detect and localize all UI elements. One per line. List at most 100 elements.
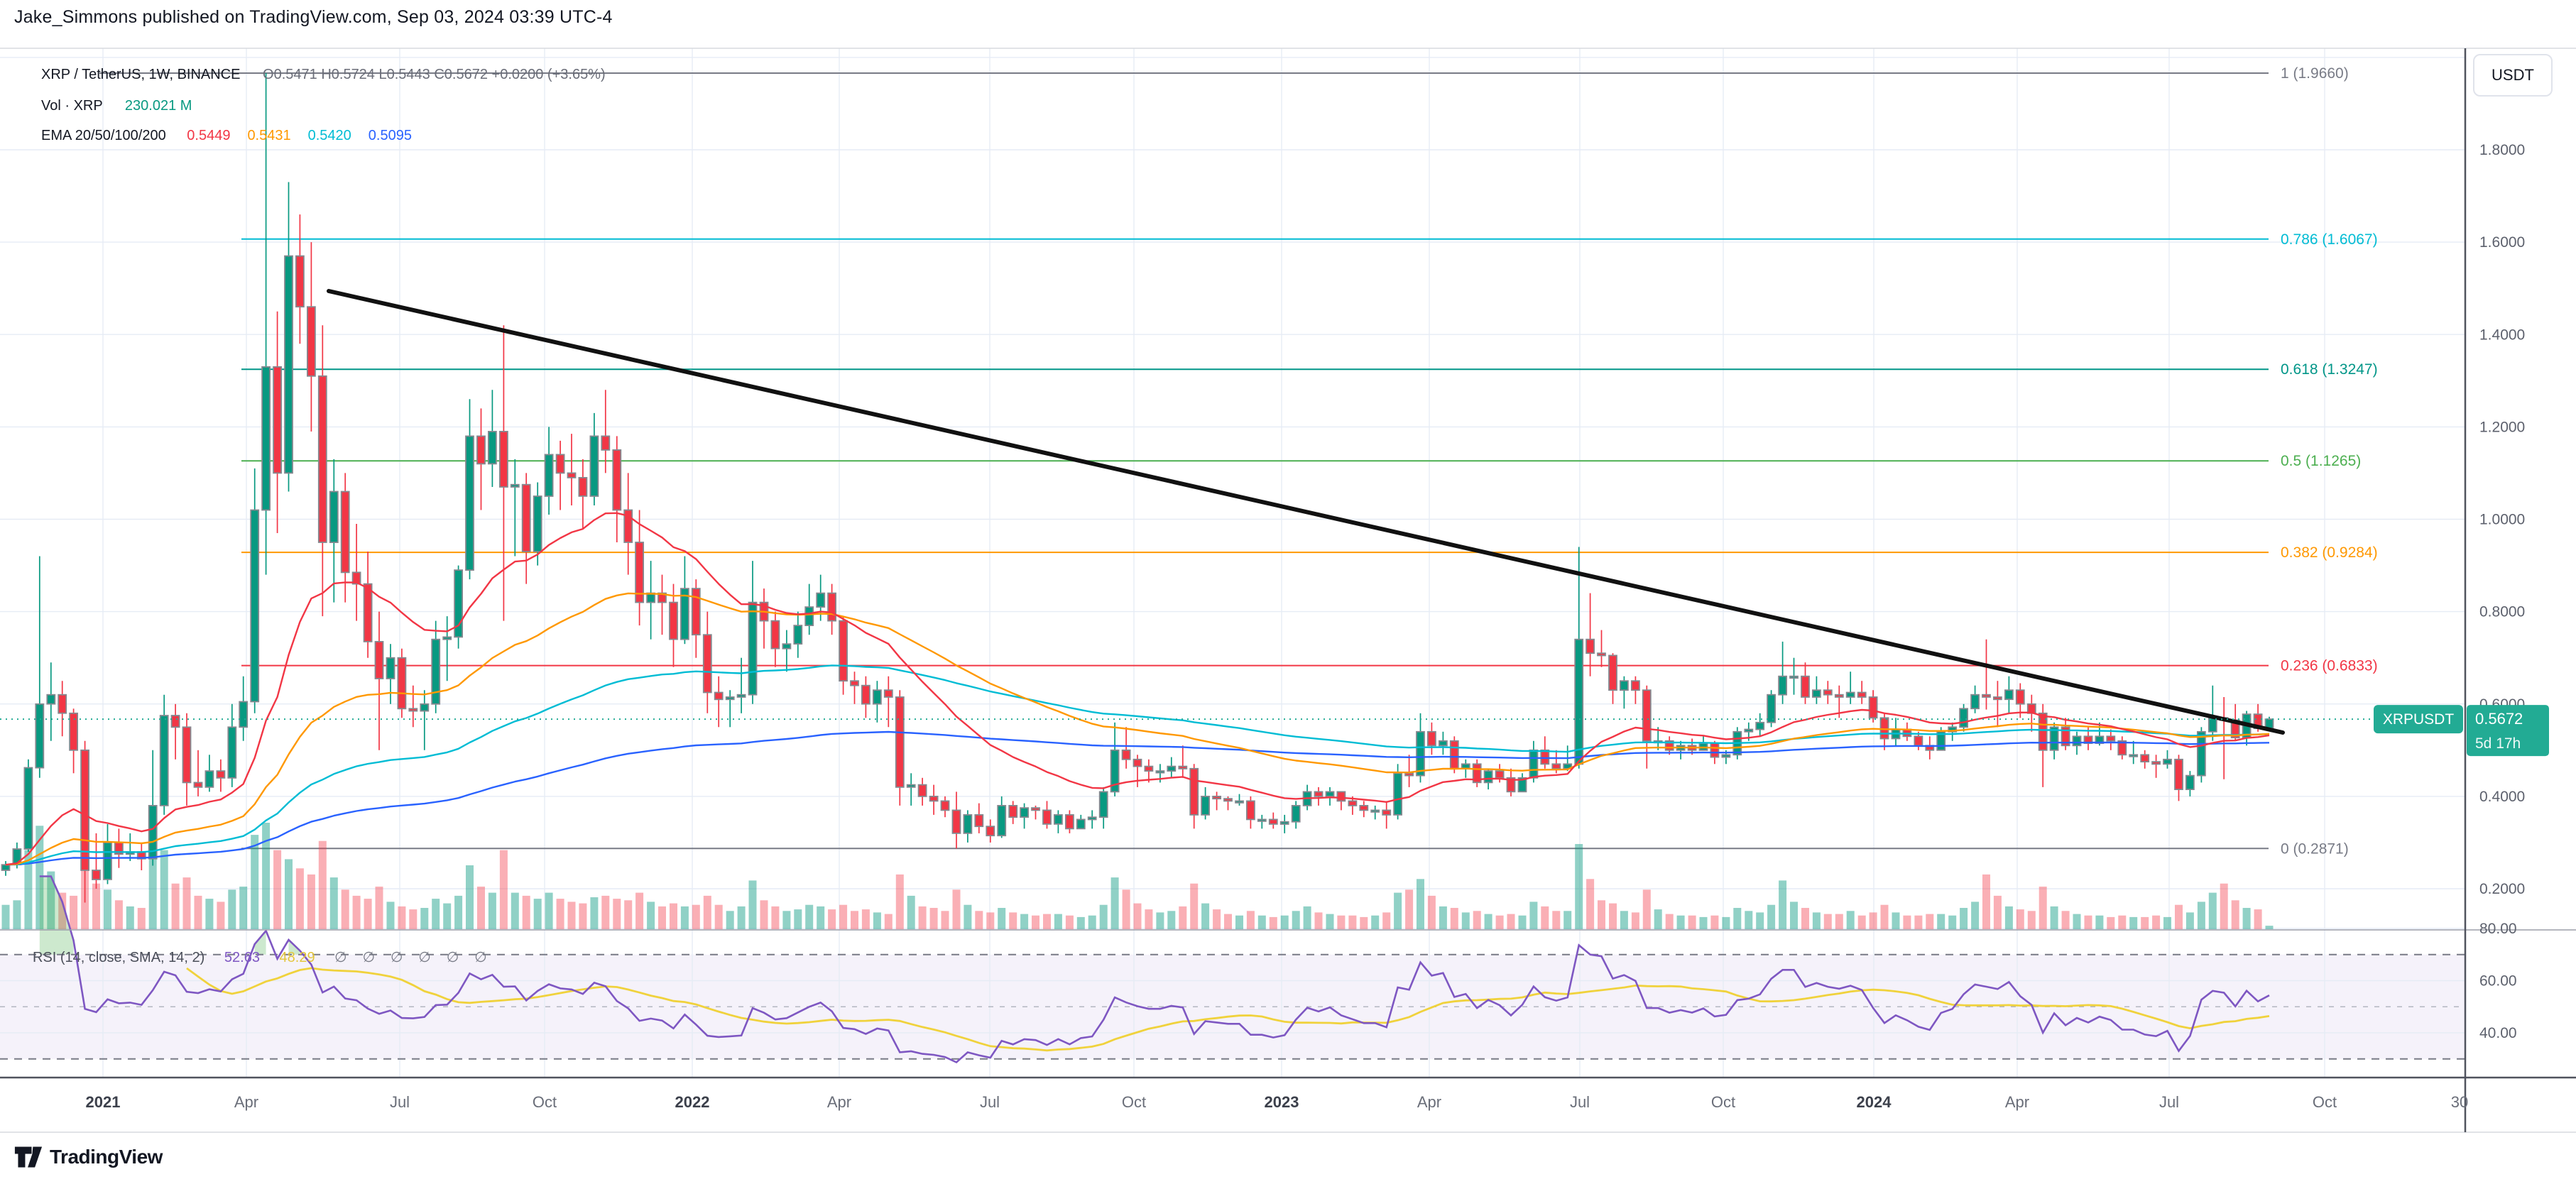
volume-bar[interactable] <box>1348 915 1357 929</box>
volume-bar[interactable] <box>873 912 881 929</box>
volume-bar[interactable] <box>1257 915 1266 929</box>
candle[interactable] <box>420 703 430 712</box>
candle[interactable] <box>1314 791 1324 797</box>
candle[interactable] <box>92 870 101 880</box>
volume-bar[interactable] <box>918 906 927 929</box>
volume-bar[interactable] <box>1439 906 1447 929</box>
candle[interactable] <box>1257 818 1267 822</box>
volume-bar[interactable] <box>1076 916 1085 929</box>
volume-bar[interactable] <box>194 895 202 929</box>
volume-bar[interactable] <box>1427 895 1436 929</box>
candle[interactable] <box>544 454 554 497</box>
volume-bar[interactable] <box>1235 915 1243 929</box>
candle[interactable] <box>1879 717 1889 740</box>
candle[interactable] <box>1087 816 1097 821</box>
volume-bar[interactable] <box>1461 912 1470 929</box>
candle[interactable] <box>1630 680 1640 691</box>
volume-bar[interactable] <box>375 887 383 929</box>
volume-bar[interactable] <box>1926 914 1934 929</box>
volume-bar[interactable] <box>964 904 972 929</box>
candle[interactable] <box>159 715 169 806</box>
volume-bar[interactable] <box>941 911 949 929</box>
candle[interactable] <box>148 805 158 860</box>
volume-bar[interactable] <box>1665 914 1674 929</box>
candle[interactable] <box>2140 754 2150 763</box>
candle[interactable] <box>499 431 508 488</box>
candle[interactable] <box>1472 763 1482 784</box>
volume-legend[interactable]: Vol · XRP 230.021 M <box>41 98 192 114</box>
volume-bar[interactable] <box>771 906 780 929</box>
volume-bar[interactable] <box>454 895 463 929</box>
candle[interactable] <box>1449 740 1459 769</box>
volume-bar[interactable] <box>1699 916 1708 929</box>
candle[interactable] <box>906 784 916 788</box>
volume-bar[interactable] <box>1676 915 1685 929</box>
candle[interactable] <box>1540 749 1550 765</box>
candle[interactable] <box>1517 777 1527 793</box>
candle[interactable] <box>770 620 780 650</box>
volume-bar[interactable] <box>2185 912 2194 929</box>
tradingview-logo[interactable]: TradingView <box>14 1144 163 1170</box>
candle[interactable] <box>2038 712 2048 751</box>
candle[interactable] <box>317 375 327 543</box>
volume-bar[interactable] <box>2163 916 2171 929</box>
candle[interactable] <box>816 592 826 608</box>
candle[interactable] <box>1291 805 1301 823</box>
volume-bar[interactable] <box>929 908 938 929</box>
candle[interactable] <box>951 809 961 834</box>
candle[interactable] <box>1246 800 1255 821</box>
candle[interactable] <box>963 814 973 834</box>
volume-bar[interactable] <box>273 850 282 929</box>
candle[interactable] <box>273 366 283 474</box>
volume-bar[interactable] <box>1269 916 1277 929</box>
candle[interactable] <box>239 701 249 728</box>
volume-bar[interactable] <box>239 887 248 929</box>
volume-bar[interactable] <box>1722 916 1730 929</box>
volume-bar[interactable] <box>1246 911 1255 929</box>
volume-bar[interactable] <box>386 902 395 929</box>
candle[interactable] <box>1098 791 1108 818</box>
volume-bar[interactable] <box>1009 912 1017 929</box>
candle[interactable] <box>182 726 192 784</box>
volume-bar[interactable] <box>545 892 553 929</box>
candle[interactable] <box>1427 730 1436 747</box>
volume-bar[interactable] <box>1020 914 1029 929</box>
volume-bar[interactable] <box>1790 902 1798 929</box>
candle[interactable] <box>1167 765 1177 772</box>
price-axis[interactable]: 1.80001.60001.40001.20001.00000.80000.60… <box>2479 142 2525 1041</box>
volume-bar[interactable] <box>329 877 338 929</box>
volume-bar[interactable] <box>1292 911 1300 929</box>
candle[interactable] <box>1845 691 1855 698</box>
candle[interactable] <box>1868 696 1878 719</box>
candle[interactable] <box>2174 758 2183 791</box>
volume-bar[interactable] <box>986 912 995 929</box>
volume-bar[interactable] <box>364 899 372 929</box>
candle[interactable] <box>1279 821 1289 825</box>
candle[interactable] <box>2196 730 2206 777</box>
candle[interactable] <box>1133 758 1142 767</box>
volume-bar[interactable] <box>1552 911 1561 929</box>
volume-bar[interactable] <box>432 899 440 929</box>
volume-bar[interactable] <box>217 902 225 929</box>
candle[interactable] <box>103 842 112 880</box>
volume-bar[interactable] <box>1133 903 1142 929</box>
volume-bar[interactable] <box>760 900 768 929</box>
candle[interactable] <box>431 638 441 705</box>
candle[interactable] <box>1336 791 1346 802</box>
volume-bar[interactable] <box>443 903 452 929</box>
volume-bar[interactable] <box>1745 911 1753 929</box>
candle[interactable] <box>1416 730 1425 777</box>
volume-bar[interactable] <box>567 902 576 929</box>
volume-bar[interactable] <box>647 902 655 929</box>
volume-bar[interactable] <box>2208 892 2217 929</box>
candle[interactable] <box>873 689 882 705</box>
volume-bar[interactable] <box>1303 906 1311 929</box>
volume-bar[interactable] <box>1575 844 1583 929</box>
candle[interactable] <box>1801 675 1810 698</box>
volume-bar[interactable] <box>805 904 814 929</box>
volume-bar[interactable] <box>2129 916 2138 929</box>
candle[interactable] <box>1076 818 1086 830</box>
candle[interactable] <box>488 431 497 465</box>
candle[interactable] <box>567 472 577 478</box>
volume-bar[interactable] <box>148 856 157 929</box>
